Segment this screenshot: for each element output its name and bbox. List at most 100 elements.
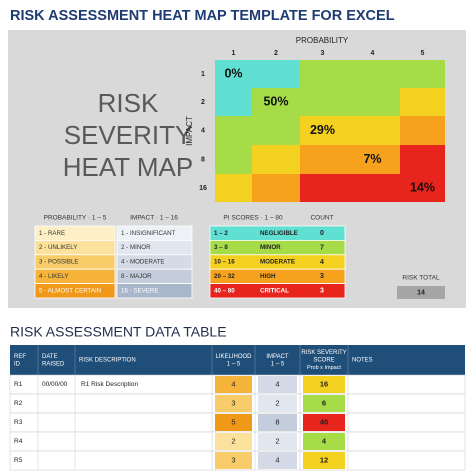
legend-label: 3 - POSSIBLE — [39, 259, 79, 266]
impact: 2 — [275, 436, 279, 445]
pi-count: 3 — [320, 288, 324, 295]
legend-label: 4 - LIKELY — [39, 273, 68, 280]
heat-cell — [300, 60, 345, 88]
risk-total-box — [397, 286, 445, 299]
legend-label: 8 - MAJOR — [121, 273, 152, 280]
cell-label: 0% — [224, 66, 242, 80]
page-title: RISK ASSESSMENT HEAT MAP TEMPLATE FOR EX… — [10, 8, 395, 24]
heat-cell — [400, 145, 445, 174]
column-header: Prob x Impact — [307, 365, 341, 371]
impact: 4 — [275, 455, 279, 464]
pi-label: MINOR — [260, 244, 281, 251]
ref-id: R5 — [14, 457, 23, 464]
row-label: 8 — [201, 156, 205, 163]
impact-cell — [258, 452, 297, 469]
heat-cell — [215, 88, 252, 116]
heat-cell — [400, 88, 445, 116]
row-label: 2 — [201, 99, 205, 106]
heat-cell — [252, 88, 300, 116]
column-header: 1 – 5 — [227, 361, 241, 367]
pi-label: HIGH — [260, 273, 276, 280]
pi-count: 4 — [320, 259, 324, 266]
score-cell — [303, 433, 345, 450]
pi-count: 0 — [320, 230, 324, 237]
pi-range: 20 – 32 — [214, 273, 235, 280]
risk-description: R1 Risk Description — [81, 381, 138, 388]
heat-cell — [252, 174, 300, 202]
cell-label: 14% — [410, 180, 435, 194]
likelihood-cell — [215, 414, 252, 431]
legend-swatch — [116, 283, 193, 299]
pi-swatch — [209, 283, 346, 299]
legend-label: 1 - RARE — [39, 230, 65, 237]
table-header — [10, 345, 465, 375]
big-title: SEVERITY — [64, 120, 193, 150]
score: 6 — [322, 398, 326, 407]
ref-id: R2 — [14, 400, 23, 407]
legend-swatch — [34, 283, 116, 299]
column-header: RISK SEVERITY — [301, 350, 346, 356]
impact: 8 — [275, 417, 279, 426]
pi-count: 7 — [320, 244, 324, 251]
heat-cell — [400, 116, 445, 145]
impact-cell — [258, 376, 297, 393]
heat-cell — [252, 116, 300, 145]
risk-total-label: RISK TOTAL — [402, 275, 440, 282]
legend-label: 2 - UNLIKELY — [39, 244, 77, 251]
impact: 2 — [275, 398, 279, 407]
likelihood-cell — [215, 452, 252, 469]
column-header: RAISED — [42, 361, 65, 367]
pi-range: 40 – 80 — [214, 287, 235, 294]
column-header: SCORE — [313, 358, 334, 364]
legend-label: 1 - INSIGNIFICANT — [121, 230, 176, 237]
column-header: ID — [14, 361, 21, 367]
impact-cell — [258, 433, 297, 450]
score-cell — [303, 414, 345, 431]
column-label: 5 — [421, 50, 425, 57]
likelihood: 2 — [231, 436, 235, 445]
ref-id: R1 — [14, 381, 23, 388]
column-label: 1 — [232, 50, 236, 57]
heat-cell — [345, 174, 400, 202]
legend-header: IMPACT · 1 – 16 — [130, 215, 178, 222]
column-header: DATE — [42, 354, 58, 360]
count-header: COUNT — [310, 215, 333, 222]
pi-label: MODERATE — [260, 259, 295, 266]
column-header: NOTES — [352, 358, 373, 364]
score: 40 — [320, 417, 328, 426]
heat-cell — [215, 116, 252, 145]
score: 16 — [320, 379, 328, 388]
row-label: 1 — [201, 71, 205, 78]
heat-cell — [300, 174, 345, 202]
heat-cell — [400, 60, 445, 88]
risk-total-value: 14 — [417, 289, 425, 296]
heat-cell — [345, 145, 400, 174]
heat-cell — [345, 116, 400, 145]
column-header: RISK DESCRIPTION — [79, 358, 136, 364]
row-label: 4 — [201, 127, 205, 134]
score-cell — [303, 376, 345, 393]
impact-cell — [258, 395, 297, 412]
legend-label: 5 - ALMOST CERTAIN — [39, 287, 101, 294]
likelihood: 3 — [231, 398, 235, 407]
big-title: HEAT MAP — [63, 152, 194, 182]
heat-cell — [300, 88, 345, 116]
heat-cell — [215, 174, 252, 202]
heat-cell — [345, 88, 400, 116]
legend-label: 2 - MINOR — [121, 244, 151, 251]
score-cell — [303, 452, 345, 469]
cell-label: 7% — [363, 152, 381, 166]
table-title: RISK ASSESSMENT DATA TABLE — [10, 324, 227, 340]
likelihood-cell — [215, 433, 252, 450]
column-label: 4 — [371, 50, 375, 57]
big-title: RISK — [98, 88, 159, 118]
column-label: 2 — [274, 50, 278, 57]
likelihood-cell — [215, 376, 252, 393]
ref-id: R3 — [14, 419, 23, 426]
pi-label: NEGLIGIBLE — [260, 230, 298, 237]
cell-label: 29% — [310, 123, 335, 137]
heat-cell — [252, 145, 300, 174]
impact: 4 — [275, 379, 279, 388]
score: 4 — [322, 436, 327, 445]
score: 12 — [320, 455, 328, 464]
